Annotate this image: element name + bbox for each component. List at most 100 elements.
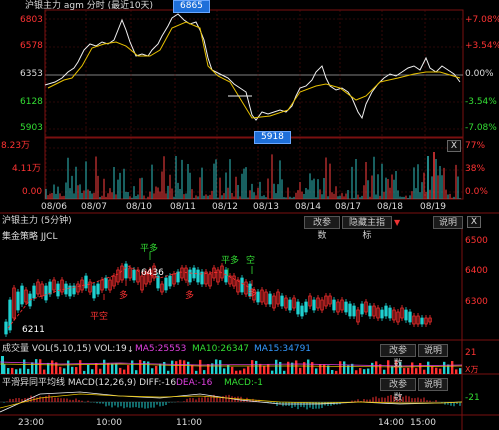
price-level-3: 6353 [20, 69, 43, 79]
candle-body [192, 267, 196, 279]
hide-indicator-dropdown-icon[interactable]: ▼ [394, 218, 401, 227]
candle-body [156, 275, 160, 289]
candle-body [416, 315, 420, 325]
vol-panel-bar [283, 370, 286, 374]
candle-body [388, 307, 392, 319]
candle-body [132, 269, 136, 281]
mid-y-label-1: 6500 [465, 236, 488, 246]
candle-body [216, 269, 220, 283]
vol-panel-bar [363, 369, 366, 374]
mid-params-button[interactable]: 改参数 [304, 216, 340, 241]
candle-body [48, 281, 52, 295]
candle-body [184, 267, 188, 281]
vol-panel-bar [175, 361, 178, 374]
dea-line [0, 393, 463, 409]
top-chart-title: 沪银主力 agm 分时 (最近10天) [25, 1, 154, 11]
vol-panel-bar [71, 366, 74, 374]
vol-panel-bar [263, 365, 266, 374]
diff-line [0, 391, 463, 413]
mid-close-button[interactable]: X [467, 216, 481, 228]
mid-y-label-3: 6300 [465, 297, 488, 307]
candle-body [428, 317, 432, 323]
candle-body [408, 311, 412, 323]
vol-panel-bar [311, 362, 314, 374]
vol-panel-bar [359, 368, 362, 374]
vol-panel-bar [207, 364, 210, 374]
vol-panel-bar [459, 368, 462, 374]
macd-params-button[interactable]: 改参数 [380, 378, 416, 403]
vol-panel-bar [139, 359, 142, 374]
candle-body [160, 283, 164, 293]
vol-help-button[interactable]: 说明 [418, 344, 448, 357]
vol-panel-bar [55, 362, 58, 374]
candle-body [112, 275, 116, 287]
vol-panel-bar [323, 364, 326, 374]
price-level-5: 5903 [20, 123, 43, 133]
candle-body [264, 291, 268, 305]
macd-dea: DEA:-16 [176, 378, 213, 388]
candle-body [140, 275, 144, 291]
vol-panel-bar [419, 363, 422, 374]
vol-panel-bar [127, 365, 130, 374]
vol-ma5-line [0, 361, 463, 367]
candle-body [360, 303, 364, 315]
vol-panel-bar [111, 363, 114, 374]
candle-body [280, 295, 284, 307]
candle-body [316, 297, 320, 309]
candle-body [256, 291, 260, 303]
macd-value: MACD:-1 [224, 378, 263, 388]
vol-panel-bar [295, 360, 298, 374]
candle-body [12, 287, 16, 319]
strategy-label: 集金策略 JJCL [2, 232, 58, 242]
vol-panel-bar [199, 359, 202, 374]
vol-panel-bar [183, 360, 186, 374]
vol-level-2: 4.11万 [12, 164, 42, 174]
candle-body [348, 303, 352, 317]
date-label: 08/06 [41, 202, 67, 212]
vol-panel-bar [107, 363, 110, 374]
vol-panel-bar [23, 359, 26, 374]
candle-body [176, 271, 180, 283]
time-label: 11:00 [176, 418, 202, 428]
candle-body [352, 305, 356, 317]
candle-body [96, 283, 100, 295]
vol-panel-bar [39, 359, 42, 374]
vol-panel-bar [95, 363, 98, 374]
macd-y-top: -21 [465, 393, 480, 403]
vol-panel-bar [135, 370, 138, 374]
top-close-button[interactable]: X [447, 140, 461, 152]
date-label: 08/19 [420, 202, 446, 212]
vol-panel-bar [379, 364, 382, 374]
vol-panel-bar [399, 361, 402, 374]
vol-down-arrow-icon: ↓ [127, 345, 134, 354]
candle-body [16, 291, 20, 311]
candle-body [244, 281, 248, 295]
vol-panel-bar [247, 366, 250, 374]
vol-panel-bar [331, 369, 334, 374]
time-label: 15:00 [410, 418, 436, 428]
vol-panel-bar [271, 370, 274, 374]
vol-panel-bar [315, 368, 318, 374]
vol-panel-bar [223, 368, 226, 374]
candle-body [224, 269, 228, 283]
hide-indicator-button[interactable]: 隐藏主指标 [342, 216, 392, 241]
macd-help-button[interactable]: 说明 [418, 378, 448, 391]
candle-body [268, 293, 272, 305]
vol-panel-bar [259, 363, 262, 374]
vol-ma10-line [0, 363, 463, 368]
date-label: 08/10 [126, 202, 152, 212]
date-label: 08/07 [81, 202, 107, 212]
mid-help-button[interactable]: 说明 [433, 216, 463, 229]
vol-panel-bar [455, 369, 458, 374]
candle-body [164, 277, 168, 291]
vol-panel-bar [171, 360, 174, 374]
candle-body [72, 285, 76, 295]
annotation-trough: 6211 [22, 325, 45, 335]
candle-body [240, 277, 244, 293]
pct-level-1: +7.08% [465, 15, 499, 25]
annotation-ping-duo-2: 平多 [221, 256, 240, 266]
candle-body [180, 267, 184, 279]
vol-panel-bar [335, 370, 338, 374]
vol-panel-bar [299, 367, 302, 374]
vol-params-button[interactable]: 改参数 [380, 344, 416, 369]
